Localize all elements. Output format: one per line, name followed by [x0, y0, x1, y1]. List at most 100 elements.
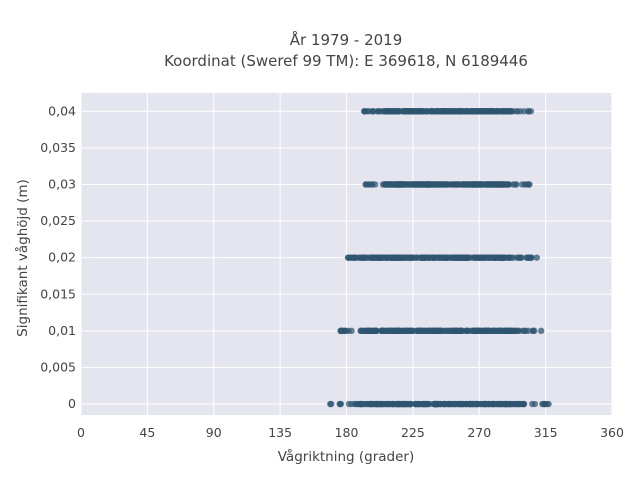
data-point — [496, 254, 503, 261]
data-point — [434, 108, 441, 115]
data-point — [531, 400, 539, 408]
data-point — [430, 327, 437, 335]
data-point — [382, 108, 389, 115]
data-point — [421, 108, 428, 115]
data-point — [423, 400, 430, 408]
data-point — [374, 254, 381, 261]
data-point — [502, 254, 509, 261]
data-point — [410, 254, 417, 261]
data-point — [466, 181, 473, 188]
data-point — [389, 400, 396, 408]
y-tick-label: 0,04 — [48, 103, 76, 118]
data-point — [336, 400, 344, 408]
data-point — [378, 327, 386, 335]
data-point — [383, 400, 390, 408]
data-point — [513, 400, 520, 408]
data-point — [387, 254, 394, 261]
data-point — [350, 254, 358, 261]
data-point — [395, 254, 402, 261]
data-point — [337, 327, 344, 335]
x-axis-label: Vågriktning (grader) — [278, 448, 415, 465]
data-point — [408, 181, 415, 188]
data-point — [359, 327, 367, 335]
data-point — [419, 327, 426, 335]
data-point — [429, 108, 437, 115]
y-axis-label: Signifikant våghöjd (m) — [14, 179, 31, 337]
data-point — [462, 400, 470, 408]
data-point — [450, 108, 458, 115]
data-point — [488, 108, 495, 115]
data-point — [514, 254, 521, 261]
y-tick-label: 0,025 — [40, 213, 76, 228]
data-point — [463, 327, 471, 335]
data-point — [398, 181, 406, 188]
x-tick-label: 315 — [534, 425, 558, 440]
data-point — [499, 108, 506, 115]
x-tick-label: 90 — [206, 425, 222, 440]
data-point — [355, 254, 363, 261]
data-point — [363, 400, 371, 408]
data-point — [352, 400, 360, 408]
data-point — [538, 327, 545, 335]
data-point — [502, 327, 510, 335]
x-tick-label: 270 — [467, 425, 491, 440]
data-point — [407, 327, 414, 335]
data-point — [541, 400, 548, 408]
data-point — [420, 181, 427, 188]
data-point — [364, 327, 371, 335]
data-point — [522, 327, 530, 335]
data-point — [481, 400, 489, 408]
data-point — [405, 400, 412, 408]
chart-title-line2: Koordinat (Sweref 99 TM): E 369618, N 61… — [164, 52, 528, 70]
data-point — [462, 108, 469, 115]
y-tick-label: 0 — [68, 396, 76, 411]
data-point — [499, 400, 506, 408]
data-point — [452, 181, 459, 188]
data-point — [458, 327, 466, 335]
data-point — [521, 181, 528, 188]
y-tick-label: 0,03 — [48, 176, 76, 191]
data-point — [506, 400, 513, 408]
data-point — [365, 181, 372, 188]
data-point — [520, 108, 528, 115]
y-tick-label: 0,035 — [40, 140, 76, 155]
data-point — [504, 108, 512, 115]
data-point — [473, 400, 481, 408]
data-point — [444, 181, 452, 188]
data-point — [417, 254, 424, 261]
data-point — [470, 327, 478, 335]
y-tick-label: 0,01 — [48, 323, 76, 338]
data-point — [345, 400, 353, 408]
data-point — [458, 254, 465, 261]
data-point — [512, 108, 520, 115]
x-tick-label: 225 — [401, 425, 425, 440]
data-point — [415, 400, 422, 408]
x-tick-labels: 0 45 90 135 180 225 270 315 360 — [77, 425, 624, 440]
chart-title-line1: År 1979 - 2019 — [290, 30, 403, 49]
data-point — [520, 400, 528, 408]
data-point — [480, 327, 487, 335]
data-point — [358, 400, 365, 408]
data-point — [477, 181, 485, 188]
data-point — [508, 254, 515, 261]
y-tick-label: 0,005 — [40, 359, 76, 374]
data-point — [453, 327, 460, 335]
data-point — [439, 108, 447, 115]
data-point — [391, 108, 398, 115]
data-point — [438, 327, 446, 335]
data-point — [429, 254, 436, 261]
y-tick-label: 0,015 — [40, 286, 76, 301]
data-point — [459, 181, 466, 188]
data-point — [531, 327, 538, 335]
data-point — [468, 400, 475, 408]
data-point — [523, 254, 530, 261]
x-tick-label: 0 — [77, 425, 85, 440]
data-point — [387, 181, 394, 188]
data-point — [370, 327, 377, 335]
data-point — [368, 400, 375, 408]
data-point — [450, 400, 457, 408]
data-point — [486, 254, 494, 261]
data-point — [477, 108, 485, 115]
x-tick-label: 360 — [600, 425, 624, 440]
